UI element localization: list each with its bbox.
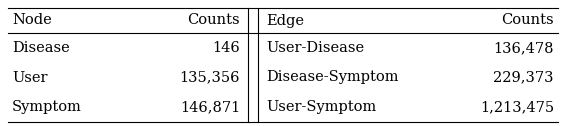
Text: User-Symptom: User-Symptom [266,100,376,114]
Text: 1,213,475: 1,213,475 [480,100,554,114]
Text: 136,478: 136,478 [494,41,554,55]
Text: User: User [12,71,48,85]
Text: 146: 146 [212,41,240,55]
Text: Disease: Disease [12,41,70,55]
Text: 229,373: 229,373 [494,71,554,85]
Text: Disease-Symptom: Disease-Symptom [266,71,398,85]
Text: 135,356: 135,356 [179,71,240,85]
Text: Counts: Counts [501,13,554,27]
Text: Edge: Edge [266,13,304,27]
Text: User-Disease: User-Disease [266,41,364,55]
Text: Counts: Counts [187,13,240,27]
Text: Symptom: Symptom [12,100,82,114]
Text: Node: Node [12,13,52,27]
Text: 146,871: 146,871 [180,100,240,114]
